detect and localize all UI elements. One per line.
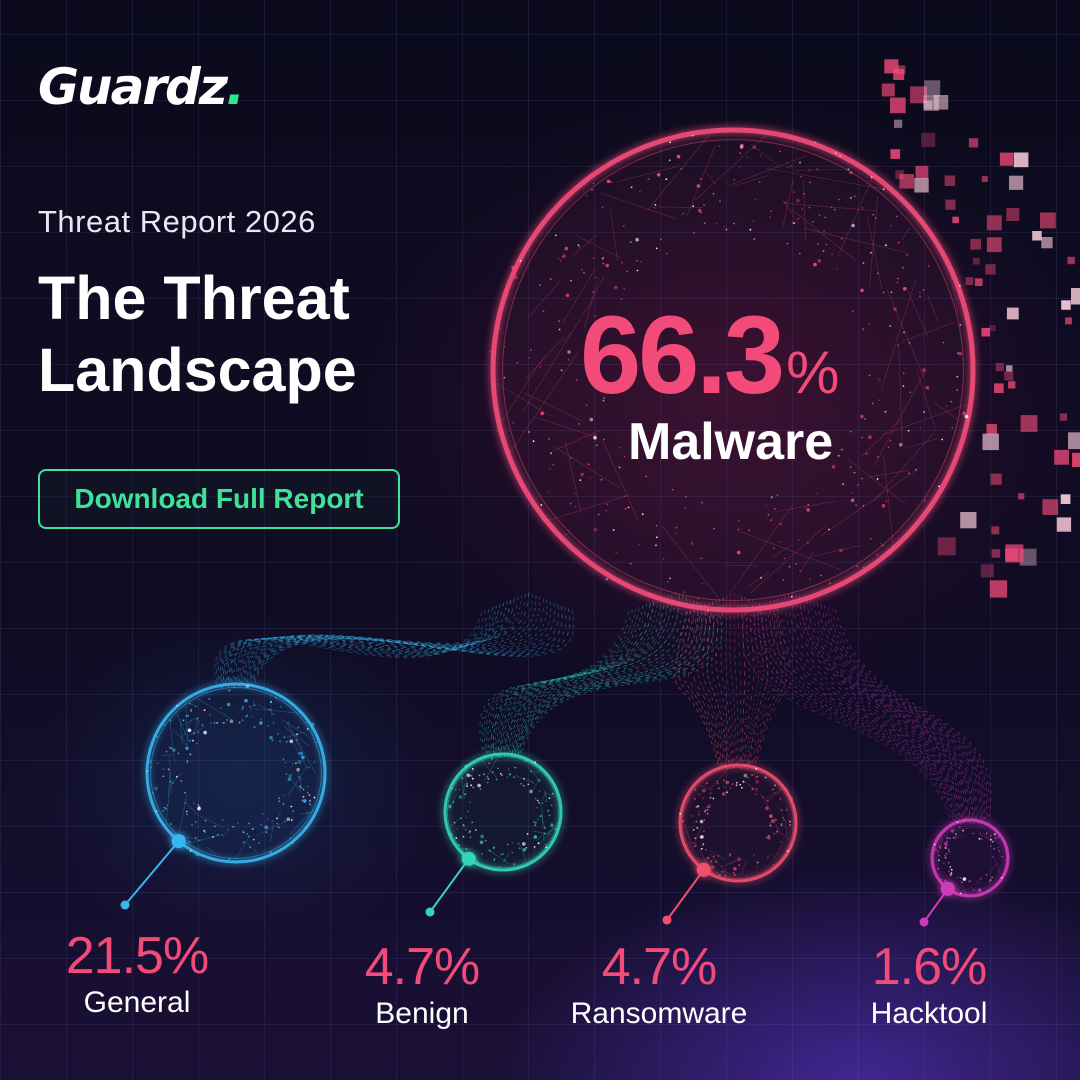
stat-hacktool-label: Hacktool bbox=[870, 997, 988, 1030]
stat-benign-label: Benign bbox=[375, 997, 469, 1030]
data-label-malware-value: 66.3% bbox=[580, 296, 900, 433]
stat-ransomware-value: 4.7% bbox=[601, 938, 718, 996]
connector-stream-hacktool bbox=[742, 592, 992, 825]
stat-hacktool: 1.6% Hacktool bbox=[848, 938, 1010, 1032]
malware-pixel-scatter bbox=[881, 59, 1080, 598]
guardz-logo: Guardz. bbox=[38, 58, 245, 116]
stat-ransomware: 4.7% Ransomware bbox=[552, 938, 766, 1032]
page-title: The Threat Landscape bbox=[38, 262, 458, 406]
stat-general-label: General bbox=[83, 986, 191, 1019]
pointer-ransomware bbox=[662, 862, 711, 925]
stat-benign-value: 4.7% bbox=[364, 938, 481, 996]
bubble-ransomware bbox=[678, 763, 798, 883]
pointer-general bbox=[120, 834, 186, 910]
connector-stream-ransomware bbox=[674, 592, 792, 770]
logo-dot: . bbox=[225, 58, 245, 116]
malware-value-percent: % bbox=[786, 339, 840, 406]
pointer-hacktool bbox=[919, 881, 955, 927]
page-title-line-2: Landscape bbox=[38, 336, 357, 404]
download-report-button[interactable]: Download Full Report bbox=[38, 469, 400, 529]
malware-value-number: 66.3 bbox=[580, 294, 785, 417]
pointer-benign bbox=[425, 851, 476, 917]
connector-stream-general bbox=[214, 592, 575, 689]
connector-stream-benign bbox=[479, 592, 722, 759]
stat-benign: 4.7% Benign bbox=[342, 938, 502, 1032]
stat-general: 21.5% General bbox=[52, 927, 222, 1021]
bubble-benign bbox=[443, 752, 563, 872]
stat-ransomware-label: Ransomware bbox=[570, 997, 748, 1030]
logo-wordmark: Guardz bbox=[38, 58, 228, 116]
stat-general-value: 21.5% bbox=[65, 927, 209, 985]
page-title-line-1: The Threat bbox=[38, 264, 350, 332]
bubble-malware bbox=[489, 127, 976, 613]
report-eyebrow: Threat Report 2026 bbox=[38, 204, 316, 239]
data-label-malware-category: Malware bbox=[628, 413, 834, 471]
bubble-general bbox=[145, 682, 327, 864]
stat-hacktool-value: 1.6% bbox=[871, 938, 988, 996]
